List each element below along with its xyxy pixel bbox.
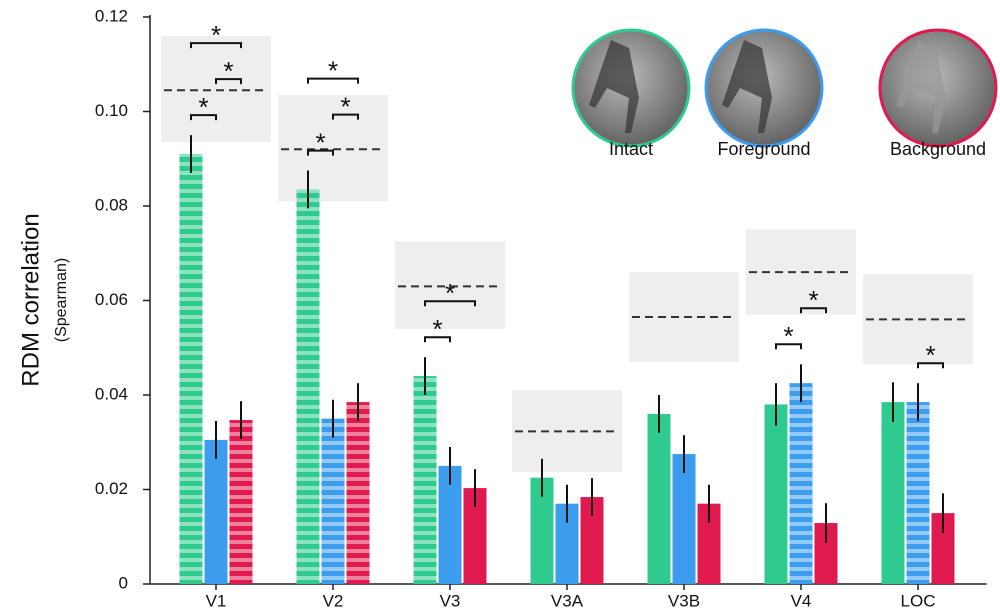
y-tick-label: 0.06 bbox=[95, 290, 128, 309]
y-tick-label: 0.02 bbox=[95, 479, 128, 498]
significance-label: * bbox=[315, 127, 325, 157]
legend-label: Background bbox=[890, 139, 986, 159]
bar-hatch bbox=[907, 402, 930, 584]
significance-label: * bbox=[328, 55, 338, 85]
legend-label: Intact bbox=[609, 139, 653, 159]
bar bbox=[648, 414, 671, 584]
bar-hatch bbox=[322, 419, 345, 584]
bar-hatch bbox=[180, 154, 203, 584]
bar bbox=[673, 454, 696, 584]
significance-label: * bbox=[808, 285, 818, 315]
y-tick-label: 0.10 bbox=[95, 101, 128, 120]
y-tick-label: 0.12 bbox=[95, 6, 128, 25]
significance-label: * bbox=[198, 92, 208, 122]
y-axis-label: RDM correlation bbox=[17, 213, 44, 386]
noise-ceiling-band bbox=[161, 36, 271, 142]
x-tick-label: V1 bbox=[206, 591, 227, 610]
bar bbox=[882, 402, 905, 584]
noise-ceiling-band bbox=[278, 95, 388, 201]
significance-label: * bbox=[211, 20, 221, 50]
bar-hatch bbox=[790, 383, 813, 584]
x-tick-label: V3A bbox=[551, 591, 584, 610]
significance-label: * bbox=[445, 278, 455, 308]
significance-label: * bbox=[432, 314, 442, 344]
bar-hatch bbox=[297, 189, 320, 584]
significance-label: * bbox=[783, 321, 793, 351]
legend-label: Foreground bbox=[717, 139, 810, 159]
bar-hatch bbox=[347, 402, 370, 584]
y-tick-label: 0.08 bbox=[95, 195, 128, 214]
y-tick-label: 0 bbox=[119, 573, 128, 592]
significance-label: * bbox=[925, 340, 935, 370]
chart: RDM correlation (Spearman) 0 0.02 0.04 0.06… bbox=[0, 0, 1000, 614]
significance-label: * bbox=[223, 56, 233, 86]
x-tick-label: V2 bbox=[323, 591, 344, 610]
bar-hatch bbox=[230, 420, 253, 584]
x-tick-label: V4 bbox=[791, 591, 812, 610]
bar-hatch bbox=[414, 376, 437, 584]
x-tick-label: LOC bbox=[901, 591, 936, 610]
y-axis-sublabel: (Spearman) bbox=[53, 258, 70, 342]
x-tick-label: V3 bbox=[440, 591, 461, 610]
y-tick-label: 0.04 bbox=[95, 384, 128, 403]
bar bbox=[765, 404, 788, 584]
bar bbox=[205, 440, 228, 584]
x-tick-label: V3B bbox=[668, 591, 700, 610]
significance-label: * bbox=[340, 91, 350, 121]
